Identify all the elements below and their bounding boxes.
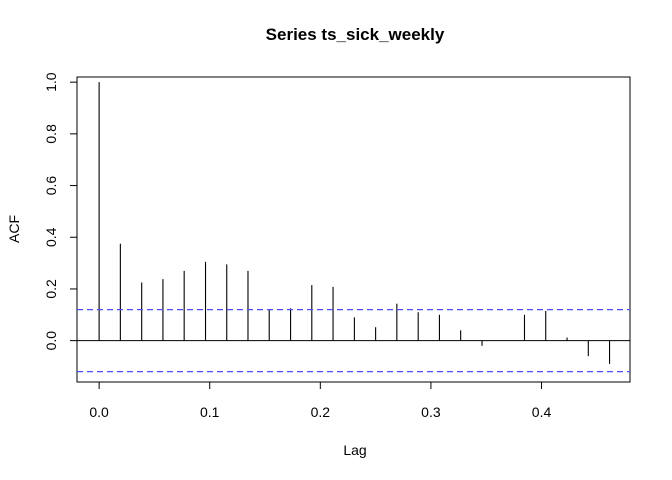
chart-title: Series ts_sick_weekly: [266, 25, 445, 44]
y-axis: 0.0 0.2 0.4 0.6 0.8 1.0: [43, 72, 78, 351]
x-tick-label: 0.1: [200, 404, 220, 420]
x-tick-label: 0.3: [421, 404, 441, 420]
x-tick-label: 0.4: [532, 404, 552, 420]
y-tick-label: 0.8: [43, 124, 59, 144]
y-tick-label: 0.6: [43, 176, 59, 196]
x-tick-label: 0.0: [89, 404, 109, 420]
reference-lines: [77, 309, 630, 373]
x-tick-label: 0.2: [311, 404, 331, 420]
y-tick-label: 0.0: [43, 331, 59, 351]
y-tick-label: 0.4: [43, 227, 59, 247]
y-axis-label: ACF: [6, 215, 22, 243]
plot-frame: [76, 76, 631, 383]
x-axis-label: Lag: [343, 442, 366, 458]
acf-bars: [98, 82, 611, 364]
y-tick-label: 1.0: [43, 72, 59, 92]
y-tick-label: 0.2: [43, 279, 59, 299]
x-axis: 0.0 0.1 0.2 0.3 0.4: [89, 381, 552, 420]
